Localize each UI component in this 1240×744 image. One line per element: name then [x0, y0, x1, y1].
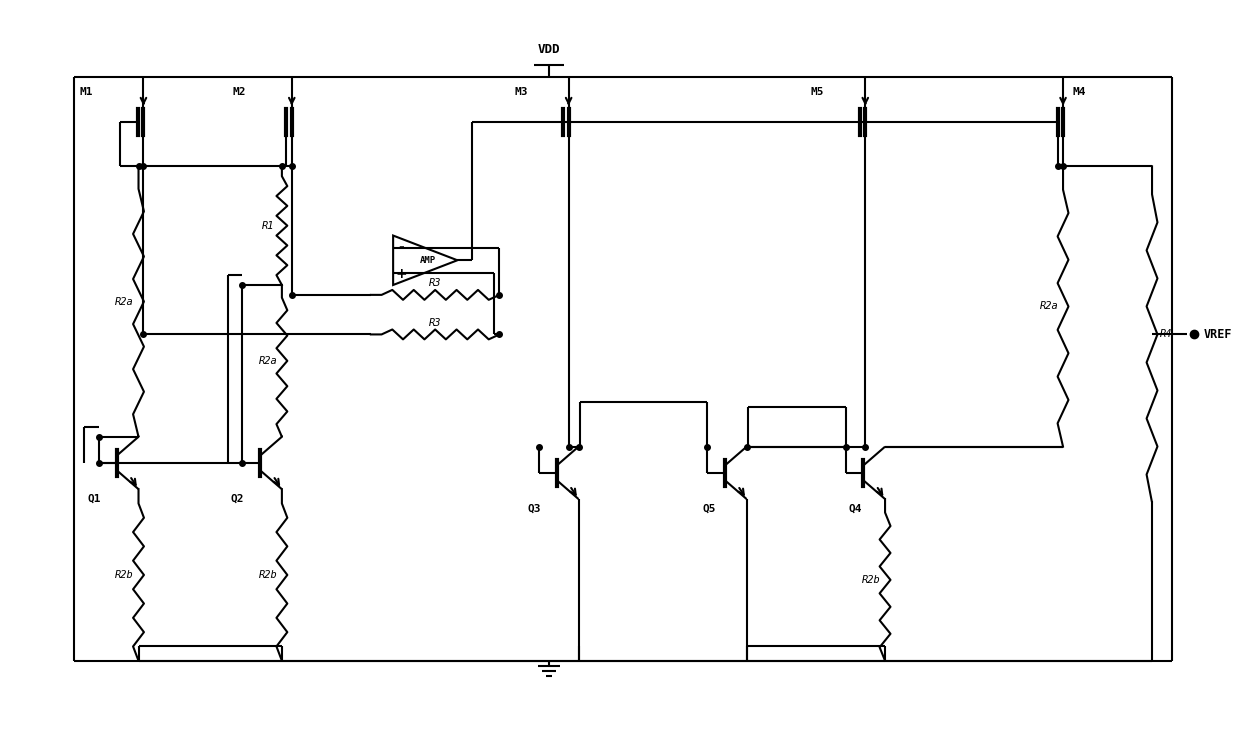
Text: -: - — [398, 240, 404, 254]
Text: R2a: R2a — [259, 356, 278, 366]
Text: R2b: R2b — [115, 570, 134, 580]
Text: R2a: R2a — [115, 297, 134, 307]
Text: M2: M2 — [232, 87, 246, 97]
Text: Q3: Q3 — [527, 504, 541, 514]
Text: Q4: Q4 — [848, 504, 862, 514]
Text: M1: M1 — [79, 87, 93, 97]
Text: VDD: VDD — [538, 42, 560, 56]
Text: Q5: Q5 — [702, 504, 715, 514]
Text: M5: M5 — [811, 87, 825, 97]
Text: R1: R1 — [262, 221, 274, 231]
Text: +: + — [396, 266, 407, 280]
Text: Q2: Q2 — [231, 494, 244, 504]
Text: R2b: R2b — [862, 575, 880, 585]
Text: VREF: VREF — [1204, 328, 1233, 341]
Text: M4: M4 — [1073, 87, 1086, 97]
Text: R4: R4 — [1159, 330, 1172, 339]
Text: R3: R3 — [429, 318, 441, 327]
Text: R3: R3 — [429, 278, 441, 288]
Text: AMP: AMP — [420, 256, 436, 265]
Text: R2b: R2b — [259, 570, 278, 580]
Text: Q1: Q1 — [87, 494, 100, 504]
Text: R2a: R2a — [1040, 301, 1059, 312]
Text: M3: M3 — [515, 87, 528, 97]
